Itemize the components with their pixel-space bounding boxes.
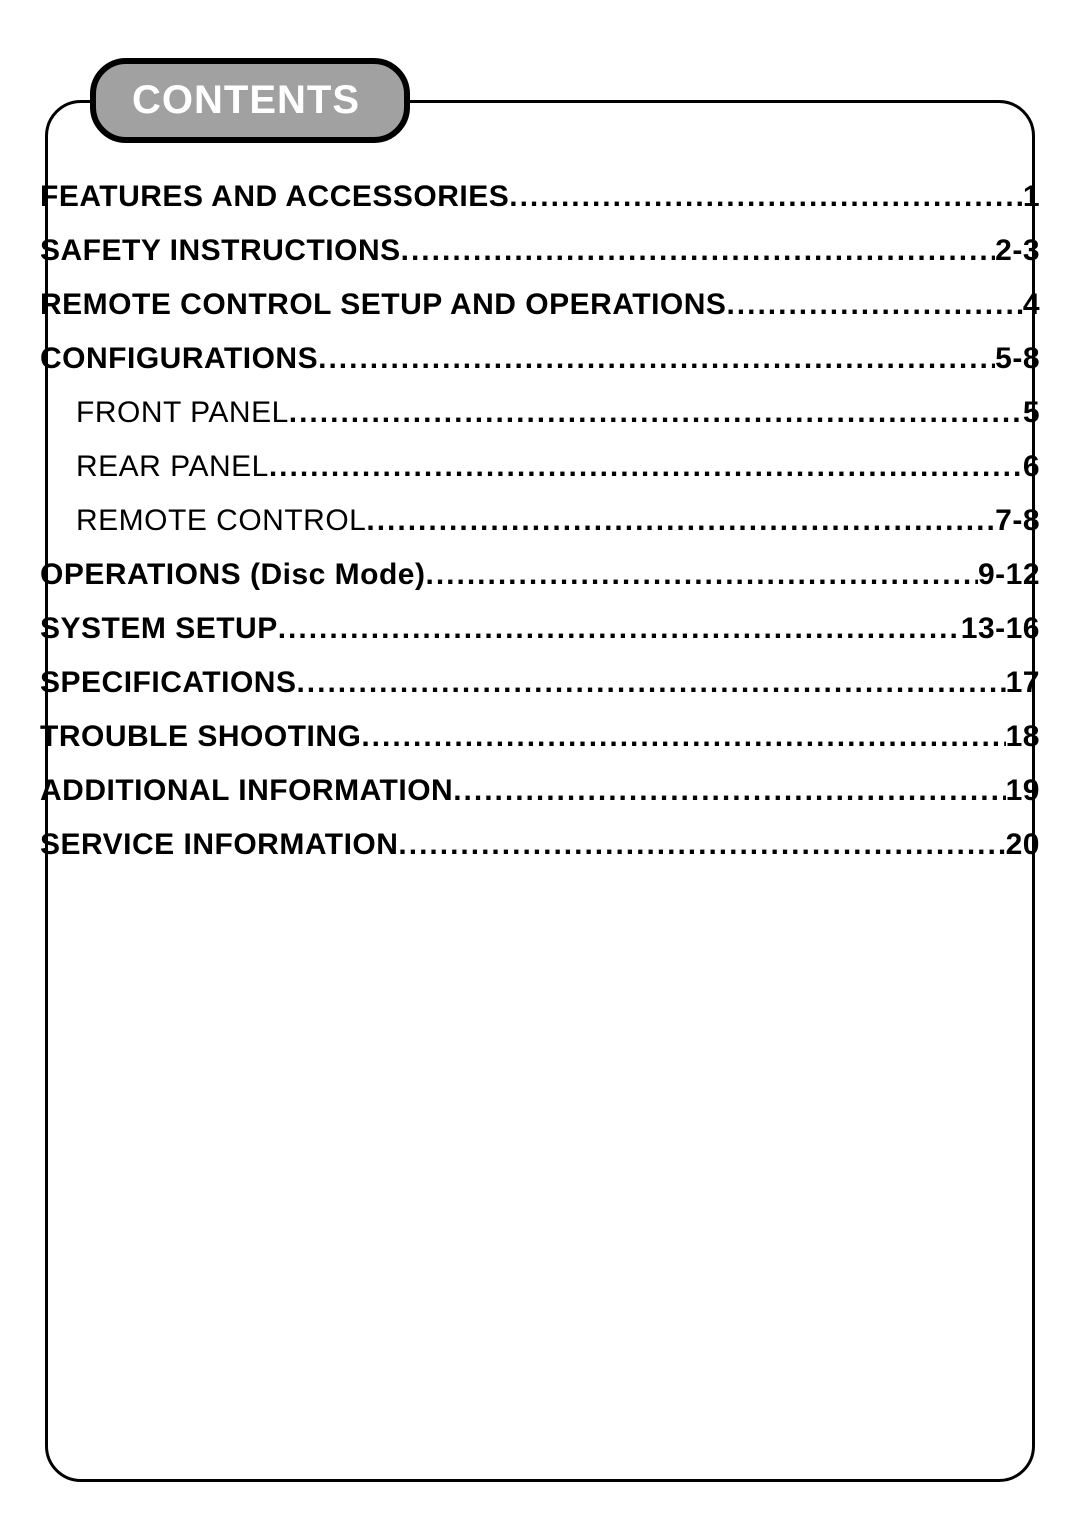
toc-row: TROUBLE SHOOTING 18 bbox=[40, 720, 1040, 754]
toc-row: FEATURES AND ACCESSORIES 1 bbox=[40, 180, 1040, 214]
toc-leader-dots bbox=[398, 828, 1005, 862]
toc-label: TROUBLE SHOOTING bbox=[40, 720, 361, 754]
toc-page: 7-8 bbox=[995, 504, 1040, 538]
toc-page: 17 bbox=[1006, 666, 1040, 700]
toc-label: SPECIFICATIONS bbox=[40, 666, 296, 700]
toc-label: SAFETY INSTRUCTIONS bbox=[40, 234, 401, 268]
toc-row: REMOTE CONTROL SETUP AND OPERATIONS 4 bbox=[40, 288, 1040, 322]
toc-row: OPERATIONS (Disc Mode) 9-12 bbox=[40, 558, 1040, 592]
toc-row: ADDITIONAL INFORMATION 19 bbox=[40, 774, 1040, 808]
toc-leader-dots bbox=[289, 396, 1023, 430]
toc-label: FEATURES AND ACCESSORIES bbox=[40, 180, 509, 214]
toc-row: REMOTE CONTROL 7-8 bbox=[40, 504, 1040, 538]
toc-leader-dots bbox=[453, 774, 1005, 808]
toc-leader-dots bbox=[296, 666, 1005, 700]
title-text: CONTENTS bbox=[132, 78, 360, 122]
toc-page: 5-8 bbox=[995, 342, 1040, 376]
toc-page: 1 bbox=[1023, 180, 1040, 214]
toc-page: 6 bbox=[1023, 450, 1040, 484]
toc-leader-dots bbox=[509, 180, 1023, 214]
toc-label: REMOTE CONTROL bbox=[76, 504, 366, 538]
toc-label: OPERATIONS (Disc Mode) bbox=[40, 558, 425, 592]
toc-leader-dots bbox=[361, 720, 1005, 754]
toc-leader-dots bbox=[401, 234, 996, 268]
toc-leader-dots bbox=[269, 450, 1023, 484]
toc-label: SERVICE INFORMATION bbox=[40, 828, 398, 862]
table-of-contents: FEATURES AND ACCESSORIES 1 SAFETY INSTRUCT… bbox=[40, 180, 1040, 882]
toc-row: SYSTEM SETUP 13-16 bbox=[40, 612, 1040, 646]
toc-label: SYSTEM SETUP bbox=[40, 612, 278, 646]
toc-leader-dots bbox=[726, 288, 1022, 322]
toc-leader-dots bbox=[425, 558, 977, 592]
toc-label: REAR PANEL bbox=[76, 450, 269, 484]
toc-page: 18 bbox=[1006, 720, 1040, 754]
toc-leader-dots bbox=[366, 504, 995, 538]
toc-page: 9-12 bbox=[978, 558, 1040, 592]
toc-label: REMOTE CONTROL SETUP AND OPERATIONS bbox=[40, 288, 726, 322]
toc-row: FRONT PANEL 5 bbox=[40, 396, 1040, 430]
toc-row: SAFETY INSTRUCTIONS 2-3 bbox=[40, 234, 1040, 268]
toc-label: CONFIGURATIONS bbox=[40, 342, 318, 376]
toc-page: 20 bbox=[1006, 828, 1040, 862]
toc-row: REAR PANEL 6 bbox=[40, 450, 1040, 484]
title-badge: CONTENTS bbox=[90, 58, 410, 143]
toc-row: SERVICE INFORMATION 20 bbox=[40, 828, 1040, 862]
toc-row: CONFIGURATIONS 5-8 bbox=[40, 342, 1040, 376]
toc-label: ADDITIONAL INFORMATION bbox=[40, 774, 453, 808]
toc-label: FRONT PANEL bbox=[76, 396, 289, 430]
toc-row: SPECIFICATIONS 17 bbox=[40, 666, 1040, 700]
toc-page: 13-16 bbox=[961, 612, 1040, 646]
toc-page: 2-3 bbox=[995, 234, 1040, 268]
toc-page: 19 bbox=[1006, 774, 1040, 808]
toc-leader-dots bbox=[278, 612, 961, 646]
toc-leader-dots bbox=[318, 342, 995, 376]
toc-page: 5 bbox=[1023, 396, 1040, 430]
toc-page: 4 bbox=[1023, 288, 1040, 322]
